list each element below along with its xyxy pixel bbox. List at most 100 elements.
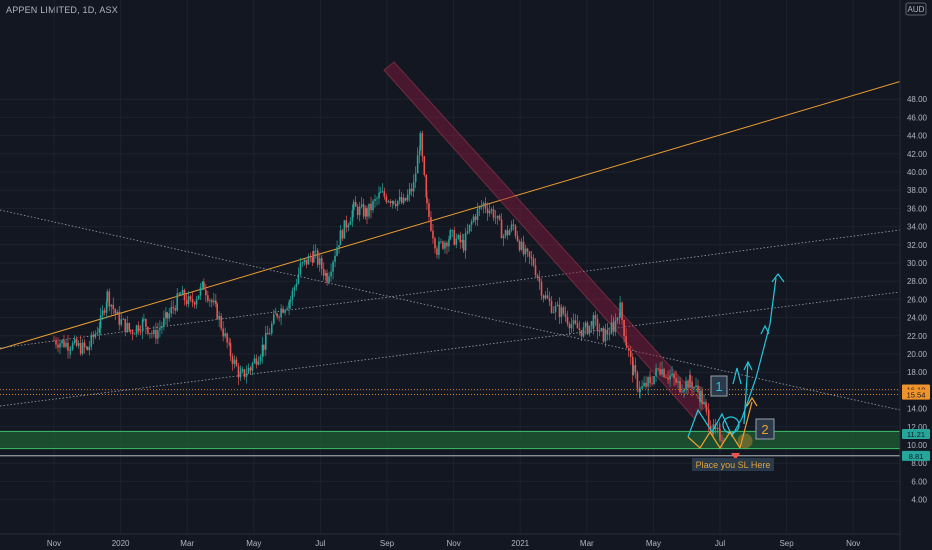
candle-body (421, 133, 424, 157)
candle-body (126, 323, 129, 332)
candle-body (671, 373, 673, 376)
candle-body (358, 206, 361, 216)
x-tick-label: Jul (315, 539, 325, 548)
candle-body (476, 209, 479, 221)
arrow-head-icon (732, 367, 742, 385)
candle-body (546, 295, 549, 299)
candle-body (412, 181, 415, 192)
candle-body (629, 350, 632, 357)
candle-body (667, 377, 669, 380)
candle-body (570, 324, 573, 329)
scenario-1-extension (769, 277, 777, 325)
candle-body (77, 343, 80, 346)
candle-body (288, 302, 290, 309)
candle-body (266, 332, 269, 335)
scenario-2-path (739, 401, 753, 449)
candle-body (237, 366, 240, 378)
candle-body (291, 290, 294, 300)
candle-body (484, 202, 487, 209)
candle-body (389, 201, 392, 204)
candle-body (636, 372, 639, 389)
y-tick-label: 24.00 (907, 314, 928, 323)
candle-body (683, 389, 685, 392)
y-tick-label: 6.00 (911, 477, 927, 486)
candle-body (699, 390, 701, 402)
candle-body (345, 220, 348, 228)
candle-body (239, 373, 242, 378)
candle-body (251, 363, 254, 371)
candle-body (518, 241, 521, 250)
candle-body (657, 368, 659, 370)
candle-body (332, 261, 334, 272)
y-tick-label: 8.00 (911, 459, 927, 468)
candle-body (536, 275, 539, 278)
candle-body (249, 368, 252, 371)
candle-body (689, 375, 691, 382)
candle-body (81, 342, 84, 354)
candle-body (590, 321, 593, 326)
candle-body (596, 318, 599, 332)
candle-body (183, 289, 186, 301)
candle-body (594, 315, 597, 319)
candle-body (428, 203, 430, 218)
support-zone-layer (0, 430, 900, 450)
candle-body (243, 369, 246, 377)
candle-body (520, 241, 523, 250)
candle-body (282, 308, 284, 313)
candle-body (470, 221, 473, 225)
candle-body (71, 342, 74, 350)
candle-body (677, 381, 679, 383)
candle-body (286, 308, 288, 311)
candle-body (145, 318, 147, 327)
candle-body (354, 201, 357, 207)
descending-channel (383, 61, 707, 419)
candle-body (564, 313, 567, 317)
candle-body (444, 242, 446, 249)
candle-body (376, 198, 378, 200)
candle-body (351, 210, 354, 222)
candle-body (73, 338, 76, 343)
candle-body (360, 204, 363, 207)
candle-body (406, 194, 409, 201)
candle-body (301, 262, 304, 264)
candle-body (216, 303, 218, 320)
candle-body (253, 358, 256, 364)
candle-body (472, 216, 475, 222)
candle-body (602, 329, 605, 342)
candle-body (209, 300, 211, 302)
y-tick-label: 42.00 (907, 150, 928, 159)
candle-body (618, 317, 621, 319)
candlestick-layer (53, 130, 725, 448)
y-tick-label: 28.00 (907, 277, 928, 286)
candle-body (659, 372, 661, 375)
candle-body (600, 327, 603, 332)
candle-body (552, 312, 555, 313)
candle-body (586, 322, 589, 334)
candle-body (550, 301, 553, 313)
candle-body (598, 331, 601, 333)
candle-body (57, 344, 59, 348)
candle-body (129, 329, 132, 332)
candle-body (157, 330, 159, 339)
candle-body (449, 230, 452, 240)
candle-body (414, 173, 417, 182)
candle-body (562, 307, 565, 314)
candle-body (255, 358, 258, 365)
candle-body (185, 300, 188, 305)
candle-body (721, 440, 723, 442)
candle-body (461, 240, 464, 243)
candle-body (655, 368, 657, 377)
candle-body (614, 320, 617, 332)
candle-body (197, 295, 200, 300)
candle-body (65, 342, 67, 347)
candle-body (207, 295, 209, 301)
candle-body (195, 299, 198, 305)
symbol-title: APPEN LIMITED, 1D, ASX (6, 5, 118, 15)
candle-body (558, 304, 561, 318)
candle-body (161, 326, 163, 329)
candle-body (274, 313, 277, 315)
candle-body (324, 273, 327, 276)
candle-body (592, 315, 595, 329)
